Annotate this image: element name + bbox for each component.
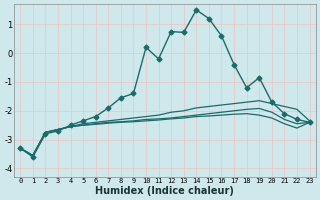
X-axis label: Humidex (Indice chaleur): Humidex (Indice chaleur) xyxy=(95,186,234,196)
